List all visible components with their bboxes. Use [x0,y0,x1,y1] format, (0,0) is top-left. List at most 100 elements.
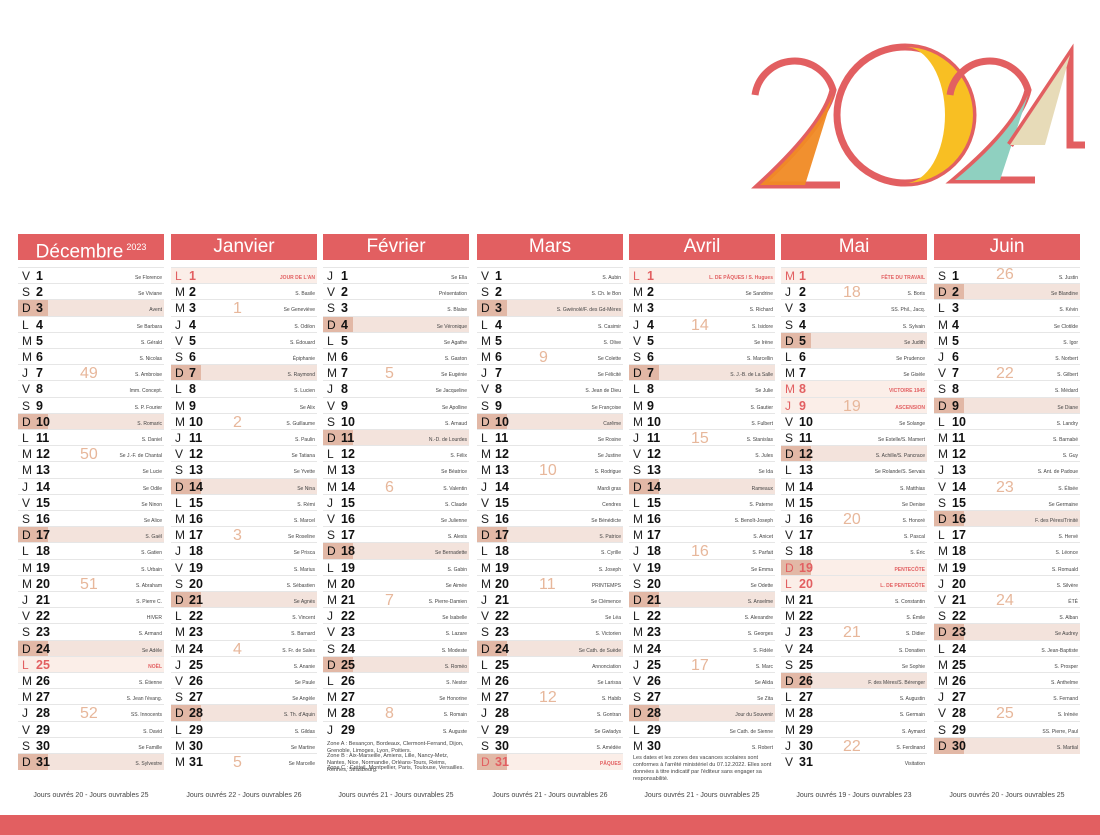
saint-name: S. Barnard [291,631,315,638]
month-column: Mai M 1 FÊTE DU TRAVAIL J 2 S. Boris V 3 SS. Phil… [781,234,927,799]
day-number: 1 [189,269,196,283]
day-number: 30 [799,738,813,753]
day-row: S 6 Épiphanie [171,348,317,365]
saint-name: S. Odilon [294,323,315,330]
day-number: 8 [495,382,502,397]
saint-name: Se Gwladys [594,728,621,735]
day-row: D 10 S. Romaric [18,412,164,430]
day-number: 21 [341,593,355,607]
saint-name: S. Patrice [599,534,621,541]
saint-name: Se Blandine [1051,291,1078,298]
saint-name: Se Yvette [293,469,315,476]
day-number: 19 [189,560,203,575]
day-row: M 3 Se Geneviève [171,299,317,316]
saint-name: S. Richard [749,307,773,314]
day-number: 15 [341,495,355,510]
day-letter: S [175,463,184,478]
day-letter: M [175,285,185,300]
day-letter: L [481,544,488,559]
day-row: V 19 Se Emma [629,558,775,576]
day-letter: V [22,722,31,737]
day-row: M 24 S. Fr. de Sales [171,639,317,657]
day-number: 16 [952,512,966,526]
saint-name: Se Angèle [292,696,315,703]
saint-name: Se Barbara [136,323,162,330]
saint-name: S. Anicet [753,534,773,541]
saint-name: SS. Phil., Jacq. [891,307,925,314]
day-letter: M [633,285,643,300]
week-number: 9 [539,349,548,366]
day-row: J 23 S. Didier [781,623,927,640]
saint-name: S. Pierre C. [136,599,162,605]
day-number: 1 [341,269,348,283]
day-number: 23 [189,625,203,640]
saint-name: Se Adèle [141,647,162,654]
day-letter: S [327,301,336,316]
day-number: 14 [952,479,966,494]
month-footer: Jours ouvrés 21 - Jours ouvrables 25 [338,792,454,799]
day-letter: V [22,495,31,510]
saint-name: Se Justine [597,453,621,460]
day-number: 22 [647,609,661,624]
day-row: D 26 F. des Mères/S. Bérenger [781,672,927,689]
day-number: 28 [341,706,355,721]
day-letter: V [22,609,31,624]
day-number: 28 [36,706,50,721]
day-letter: M [22,333,32,348]
saint-name: S. Gabin [447,566,467,573]
day-letter: D [175,706,184,721]
saint-name: S. Benoît-Joseph [734,518,773,524]
month-name: Janvier [213,236,275,257]
day-letter: M [938,657,948,672]
day-number: 7 [341,366,348,381]
day-row: L 12 S. Félix [323,445,469,462]
week-number: 5 [385,365,394,383]
day-letter: S [938,722,947,737]
day-row: D 17 S. Patrice [477,526,623,544]
day-row: V 23 S. Lazare [323,623,469,640]
day-row: D 9 Se Diane [934,396,1080,414]
day-number: 1 [799,269,806,283]
saint-name: S. Germain [899,712,925,719]
day-row: D 5 Se Judith [781,331,927,349]
day-letter: L [481,657,488,672]
day-number: 7 [36,366,43,381]
day-letter: J [938,690,944,705]
day-row: M 18 S. Léonce [934,542,1080,559]
day-row: D 21 S. Anselme [629,591,775,608]
day-row: D 21 Se Agnès [171,591,317,608]
day-row: M 19 S. Urbain [18,558,164,576]
saint-name: Se Eugénie [441,372,467,379]
day-letter: D [481,414,490,429]
day-number: 16 [341,512,355,526]
month-header: Février [323,234,469,260]
day-number: 14 [495,479,509,494]
day-number: 5 [341,333,348,348]
day-row: M 21 S. Constantin [781,591,927,608]
day-row: S 27 Se Angèle [171,688,317,705]
day-letter: V [175,447,184,462]
saint-name: S. Nestor [446,680,467,686]
day-letter: S [175,350,184,364]
week-number: 51 [80,575,98,593]
day-row: V 8 S. Jean de Dieu [477,380,623,397]
day-number: 13 [36,463,50,478]
day-row: L 25 Annonciation [477,655,623,673]
saint-name: S. Landry [1056,420,1078,427]
day-row: J 28 S. Gontran [477,704,623,721]
day-letter: D [327,317,336,332]
saint-name: S. Jean de Dieu [585,388,621,395]
day-number: 16 [36,512,50,526]
day-number: 29 [36,722,50,737]
day-number: 30 [495,738,509,753]
day-number: 1 [952,269,959,283]
day-row: M 25 S. Prosper [934,655,1080,673]
day-number: 20 [341,576,355,591]
day-number: 11 [799,431,813,445]
day-number: 26 [647,674,661,688]
day-number: 17 [799,528,813,543]
day-number: 20 [799,576,813,591]
saint-name: S. Ambroise [135,372,162,379]
day-letter: S [785,317,794,332]
month-name: Décembre [35,241,124,263]
